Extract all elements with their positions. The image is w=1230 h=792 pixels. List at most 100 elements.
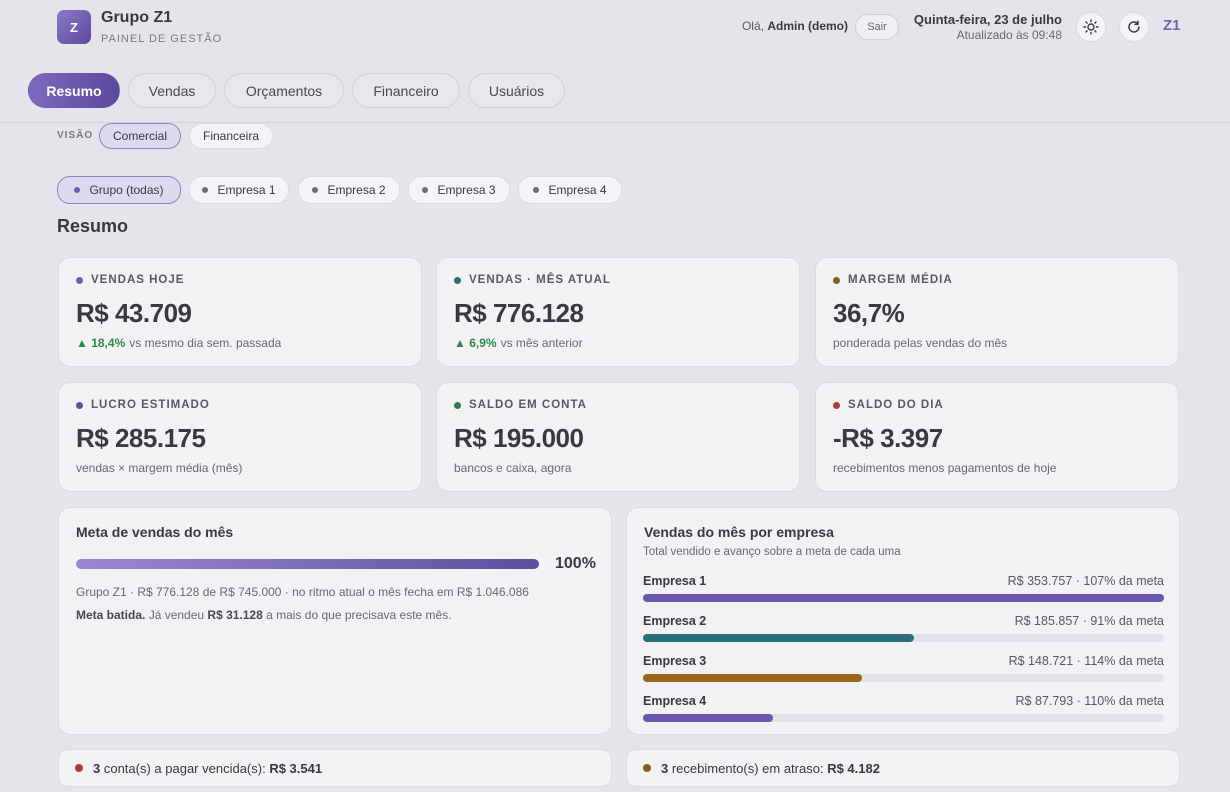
kpi-delta: ▲ 6,9% [454,336,497,350]
user-greeting: Olá, Admin (demo) [742,19,848,33]
alert-count: 3 [93,760,101,776]
vendas-por-empresa-panel: Vendas do mês por empresa Total vendido … [626,507,1180,735]
alert-dot-icon [643,764,651,772]
greeting-prefix: Olá, [741,19,764,33]
kpi-sub-text: vs mês anterior [500,336,583,350]
meta-status-text-end: a mais do que precisava este mês. [262,608,452,622]
logout-button[interactable]: Sair [855,14,899,40]
main-tabs: Resumo Vendas Orçamentos Financeiro Usuá… [28,73,565,108]
refresh-button[interactable] [1119,12,1149,42]
kpi-sub: bancos e caixa, agora [454,461,571,475]
kpi-card-vendas-hoje: VENDAS HOJE R$ 43.709 ▲ 18,4% vs mesmo di… [58,257,422,367]
theme-toggle-button[interactable] [1076,12,1106,42]
kpi-value: R$ 285.175 [76,423,206,453]
kpi-dot-icon [76,401,83,409]
kpi-sub: recebimentos menos pagamentos de hoje [833,461,1056,475]
company-filter-label: Empresa 2 [327,183,386,197]
visao-comercial-pill[interactable]: Comercial [99,123,181,149]
empresa-bar [643,594,1164,602]
empresa-row: Empresa 4 R$ 87.793 · 110% da meta [643,694,1164,726]
kpi-delta: ▲ 18,4% [76,336,126,350]
empresa-bar [643,634,1164,642]
kpi-value: -R$ 3.397 [833,423,943,453]
kpi-sub-text: bancos e caixa, agora [454,461,572,475]
tabs-divider [0,122,1230,123]
alert-amount: R$ 4.182 [827,760,880,776]
kpi-label-text: VENDAS · MÊS ATUAL [469,274,611,286]
empresa-bar-fill [643,674,862,682]
kpi-label: SALDO DO DIA [833,399,944,411]
kpi-card-vendas-mes: VENDAS · MÊS ATUAL R$ 776.128 ▲ 6,9% vs m… [436,257,800,367]
company-filter-empresa-1[interactable]: Empresa 1 [189,176,289,204]
company-filter-empresa-3[interactable]: Empresa 3 [408,176,510,204]
alert-recebimentos-atraso[interactable]: 3 recebimento(s) em atraso: R$ 4.182 [626,749,1180,787]
company-filter-empresa-4[interactable]: Empresa 4 [518,176,622,204]
app-header: Z Grupo Z1 PAINEL DE GESTÃO Olá, Admin (… [0,0,1230,56]
alert-count: 3 [661,760,669,776]
empresa-value: R$ 185.857 · 91% da meta [1014,614,1164,628]
sun-icon [1083,19,1099,35]
empresas-subtitle: Total vendido e avanço sobre a meta de c… [643,546,901,558]
kpi-value: R$ 43.709 [76,298,192,328]
empresa-value: R$ 87.793 · 110% da meta [1015,694,1164,708]
alert-dot-icon [75,764,83,772]
kpi-dot-icon [76,276,83,284]
alert-contas-vencidas[interactable]: 3 conta(s) a pagar vencida(s): R$ 3.541 [58,749,612,787]
tab-vendas[interactable]: Vendas [128,73,216,108]
kpi-label-text: MARGEM MÉDIA [848,274,953,286]
tab-financeiro[interactable]: Financeiro [352,73,460,108]
refresh-icon [1128,20,1140,33]
meta-vendas-panel: Meta de vendas do mês 100% Grupo Z1 · R$… [58,507,612,735]
last-updated: Atualizado às 09:48 [956,28,1062,42]
kpi-sub: ▲ 6,9% vs mês anterior [454,336,583,350]
company-filter-label: Empresa 4 [548,183,607,197]
empresa-row: Empresa 2 R$ 185.857 · 91% da meta [643,614,1164,646]
empresa-value: R$ 148.721 · 114% da meta [1008,654,1164,668]
meta-percent: 100% [555,555,596,572]
kpi-sub: ponderada pelas vendas do mês [833,336,1007,350]
meta-status-amount: R$ 31.128 [207,608,263,622]
company-filter-group[interactable]: Grupo (todas) [57,176,181,204]
kpi-label-text: SALDO EM CONTA [469,399,587,411]
kpi-sub: vendas × margem média (mês) [76,461,242,475]
kpi-sub-text: vendas × margem média (mês) [76,461,243,475]
kpi-dot-icon [833,276,840,284]
kpi-label: SALDO EM CONTA [454,399,587,411]
alert-amount: R$ 3.541 [269,760,323,776]
meta-title: Meta de vendas do mês [76,524,234,540]
kpi-value: R$ 776.128 [454,298,584,328]
tab-usuarios[interactable]: Usuários [468,73,565,108]
meta-status: Meta batida. Já vendeu R$ 31.128 a mais … [76,608,452,622]
company-filter-label: Empresa 1 [217,183,276,197]
section-title: Resumo [57,216,129,236]
empresa-row: Empresa 3 R$ 148.721 · 114% da meta [643,654,1164,686]
empresa-name: Empresa 2 [643,614,707,628]
company-filter-empresa-2[interactable]: Empresa 2 [298,176,400,204]
empresa-bar [643,714,1164,722]
kpi-label: VENDAS HOJE [76,274,184,286]
meta-progress-fill [76,559,539,569]
kpi-sub-text: vs mesmo dia sem. passada [129,336,282,350]
tab-orcamentos[interactable]: Orçamentos [224,73,344,108]
kpi-sub-text: recebimentos menos pagamentos de hoje [833,461,1057,475]
brand-logo: Z [57,10,91,44]
empresa-value: R$ 353.757 · 107% da meta [1007,574,1164,588]
empresa-name: Empresa 3 [643,654,707,668]
meta-progress-bar [76,559,539,569]
kpi-label: LUCRO ESTIMADO [76,399,210,411]
company-dot-icon [533,187,540,193]
kpi-sub-text: ponderada pelas vendas do mês [833,336,1008,350]
kpi-label-text: LUCRO ESTIMADO [91,399,210,411]
kpi-value: 36,7% [833,298,905,328]
greeting-user: Admin (demo) [767,19,848,33]
kpi-label: MARGEM MÉDIA [833,274,953,286]
current-date: Quinta-feira, 23 de julho [913,12,1062,27]
alert-text: recebimento(s) em atraso: [668,760,828,776]
kpi-label-text: SALDO DO DIA [848,399,944,411]
tab-resumo[interactable]: Resumo [28,73,120,108]
company-filter-label: Grupo (todas) [89,183,164,197]
kpi-dot-icon [833,401,840,409]
alert-text: conta(s) a pagar vencida(s): [100,760,270,776]
empresa-row: Empresa 1 R$ 353.757 · 107% da meta [643,574,1164,606]
visao-financeira-pill[interactable]: Financeira [189,123,273,149]
